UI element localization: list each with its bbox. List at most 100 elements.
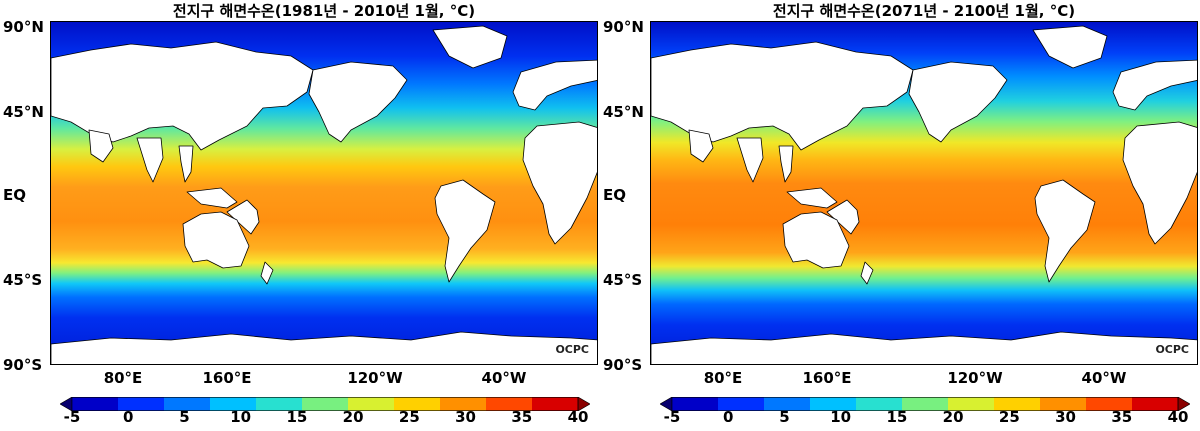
colorbar-segment xyxy=(856,397,903,411)
colorbar-tick-label: 15 xyxy=(886,408,908,426)
colorbar-tick-label: -5 xyxy=(663,408,681,426)
land-australia xyxy=(182,211,250,269)
sst-map-panel-1981-2010: 전지구 해면수온(1981년 - 2010년 1월, °C) 90°N 45°N… xyxy=(3,2,598,426)
land-new-zealand xyxy=(260,261,274,285)
lon-label-40w: 40°W xyxy=(1081,369,1127,387)
colorbar-tick-label: 20 xyxy=(342,408,364,426)
lon-label-120w: 120°W xyxy=(347,369,403,387)
colorbar-tick-label: 0 xyxy=(123,408,134,426)
colorbar-segment xyxy=(810,397,857,411)
colorbar-segment xyxy=(256,397,303,411)
land-europe xyxy=(1112,59,1197,111)
colorbar-tick-label: 20 xyxy=(942,408,964,426)
lon-label-80e: 80°E xyxy=(103,369,143,387)
colorbar-segment xyxy=(1086,397,1133,411)
land-new-zealand xyxy=(860,261,874,285)
colorbar-tick-label: -5 xyxy=(63,408,81,426)
land-north-america xyxy=(308,61,408,143)
colorbar-svg xyxy=(659,396,1191,412)
land-masses xyxy=(51,25,597,364)
land-antarctica xyxy=(51,331,597,364)
colorbar-tick-label: 30 xyxy=(1055,408,1076,426)
land-north-america xyxy=(908,61,1008,143)
lon-label-80e: 80°E xyxy=(703,369,743,387)
sst-map-panel-2071-2100: 전지구 해면수온(2071년 - 2100년 1월, °C) 90°N 45°N… xyxy=(600,0,1200,431)
lat-label-45s: 45°S xyxy=(603,271,643,289)
sst-map-svg xyxy=(651,22,1197,364)
map-title: 전지구 해면수온(2071년 - 2100년 1월, °C) xyxy=(772,2,1076,20)
colorbar-tick-label: 5 xyxy=(179,408,190,426)
lon-label-120w: 120°W xyxy=(947,369,1003,387)
map-title: 전지구 해면수온(1981년 - 2010년 1월, °C) xyxy=(172,2,476,20)
colorbar-svg xyxy=(59,396,591,412)
colorbar-segment xyxy=(302,397,349,411)
colorbar-segment xyxy=(164,397,211,411)
land-indonesia xyxy=(186,187,238,209)
colorbar-segment xyxy=(994,397,1041,411)
land-indochina xyxy=(778,145,794,183)
colorbar-segment xyxy=(72,397,119,411)
colorbar xyxy=(659,396,1191,412)
colorbar-segment xyxy=(1040,397,1087,411)
sst-map-svg xyxy=(51,22,597,364)
land-south-america xyxy=(1034,179,1096,283)
colorbar-segment xyxy=(672,397,719,411)
land-india xyxy=(136,137,164,183)
land-africa xyxy=(1122,121,1197,245)
lat-label-45n: 45°N xyxy=(3,103,44,121)
lat-label-eq: EQ xyxy=(603,186,626,204)
colorbar-tick-label: 10 xyxy=(830,408,852,426)
colorbar-segment xyxy=(1132,397,1179,411)
colorbar-tick-label: 40 xyxy=(567,408,589,426)
colorbar-segment xyxy=(210,397,257,411)
lon-label-160e: 160°E xyxy=(202,369,252,387)
colorbar-tick-label: 10 xyxy=(230,408,252,426)
land-greenland xyxy=(432,25,508,69)
colorbar-tick-label: 35 xyxy=(511,408,533,426)
land-indonesia xyxy=(786,187,838,209)
lon-label-40w: 40°W xyxy=(481,369,527,387)
colorbar-tick-label: 0 xyxy=(723,408,734,426)
colorbar-segment xyxy=(718,397,765,411)
colorbar-tick-label: 35 xyxy=(1111,408,1133,426)
lat-label-90s: 90°S xyxy=(603,356,643,374)
colorbar-segment xyxy=(486,397,533,411)
lat-label-90n: 90°N xyxy=(3,18,44,36)
colorbar-segment xyxy=(394,397,441,411)
colorbar-segment xyxy=(348,397,395,411)
colorbar-tick-label: 15 xyxy=(286,408,308,426)
lat-label-eq: EQ xyxy=(3,186,26,204)
land-new-guinea xyxy=(826,199,860,235)
lat-label-90s: 90°S xyxy=(3,356,43,374)
colorbar-segment xyxy=(532,397,579,411)
colorbar-outline xyxy=(71,397,579,411)
land-south-america xyxy=(434,179,496,283)
land-new-guinea xyxy=(226,199,260,235)
lat-label-45n: 45°N xyxy=(603,103,644,121)
lon-label-160e: 160°E xyxy=(802,369,852,387)
land-arabia xyxy=(88,129,114,163)
lat-label-90n: 90°N xyxy=(603,18,644,36)
land-europe xyxy=(512,59,597,111)
land-australia xyxy=(782,211,850,269)
land-antarctica xyxy=(651,331,1197,364)
colorbar-segment xyxy=(902,397,949,411)
sst-map: OCPC xyxy=(50,21,598,365)
lat-label-45s: 45°S xyxy=(3,271,43,289)
land-greenland xyxy=(1032,25,1108,69)
colorbar-tick-label: 5 xyxy=(779,408,790,426)
colorbar-segment xyxy=(440,397,487,411)
land-arabia xyxy=(688,129,714,163)
colorbar-tick-label: 40 xyxy=(1167,408,1189,426)
colorbar-tick-label: 25 xyxy=(998,408,1020,426)
land-africa xyxy=(522,121,597,245)
colorbar-tick-label: 25 xyxy=(398,408,420,426)
credit-label: OCPC xyxy=(555,343,589,356)
land-indochina xyxy=(178,145,194,183)
colorbar-segment xyxy=(764,397,811,411)
colorbar-tick-label: 30 xyxy=(455,408,476,426)
land-india xyxy=(736,137,764,183)
colorbar-segment xyxy=(948,397,995,411)
land-masses xyxy=(651,25,1197,364)
colorbar-segment xyxy=(118,397,165,411)
